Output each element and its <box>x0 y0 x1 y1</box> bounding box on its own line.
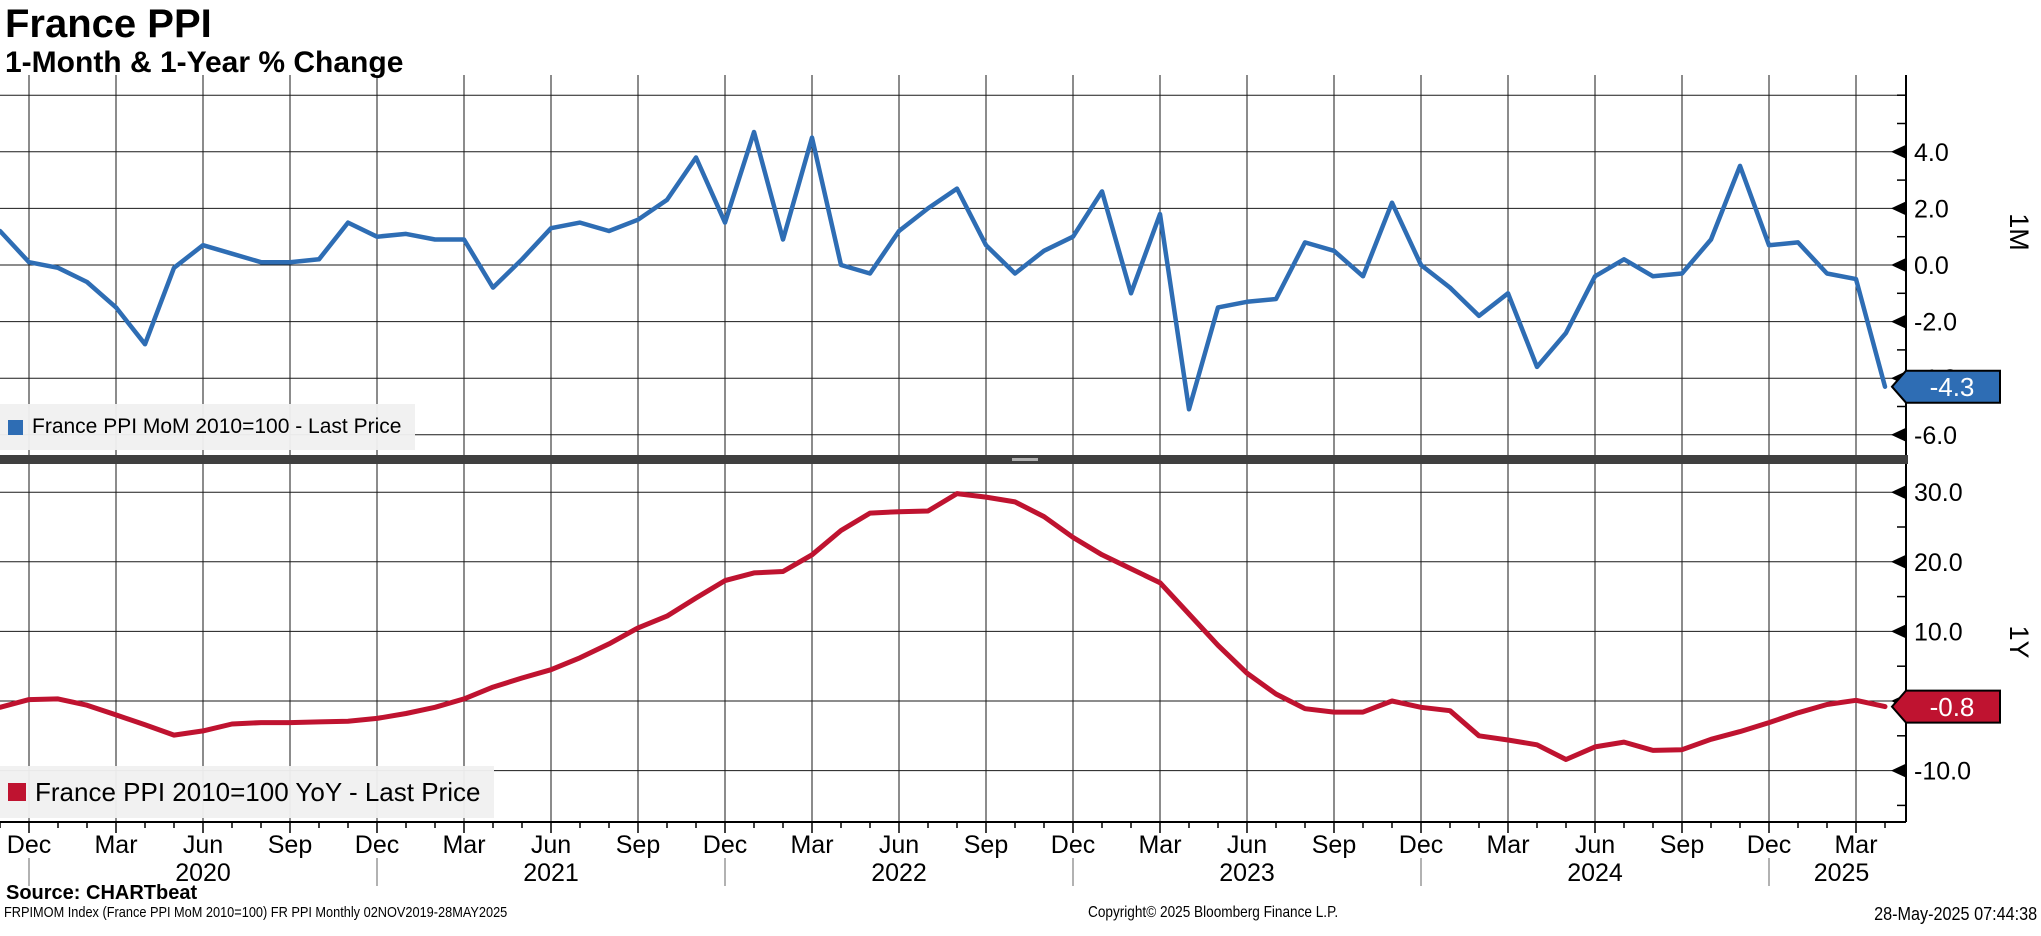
y-axis-tick-label: 4.0 <box>1914 139 1949 167</box>
y-axis-tick-arrow-icon <box>1891 144 1906 159</box>
timestamp: 28-May-2025 07:44:38 <box>1873 904 2037 924</box>
x-axis-month-label: Mar <box>1486 831 1529 859</box>
yoy-series-line <box>0 491 1888 762</box>
x-axis-month-label: Mar <box>442 831 485 859</box>
x-axis-month-label: Jun <box>879 831 919 859</box>
yoy-last-price-badge: -0.8 <box>1890 689 2001 724</box>
x-axis-month-label: Dec <box>1051 831 1095 859</box>
yoy-badge-value: -0.8 <box>1930 692 1975 722</box>
axis-name-1m: 1M <box>2004 213 2034 251</box>
mom-last-price-badge: -4.3 <box>1890 369 2001 404</box>
y-axis-tick-arrow-icon <box>1891 763 1906 778</box>
x-axis-month-label: Dec <box>355 831 399 859</box>
yoy-legend-swatch-icon <box>8 783 26 801</box>
x-axis-month-label: Mar <box>94 831 137 859</box>
source-label: Source: CHARTbeat <box>6 882 198 904</box>
x-axis-month-label: Mar <box>1138 831 1181 859</box>
y-axis-tick-label: 10.0 <box>1914 618 1963 646</box>
x-axis-month-label: Dec <box>1399 831 1443 859</box>
y-axis-tick-arrow-icon <box>1891 427 1906 442</box>
y-axis-tick-label: -2.0 <box>1914 309 1957 337</box>
x-axis-month-label: Jun <box>1227 831 1267 859</box>
mom-badge-value: -4.3 <box>1930 372 1975 402</box>
yoy-badge-shape <box>1890 689 2001 724</box>
chart-subtitle: 1-Month & 1-Year % Change <box>5 46 404 79</box>
x-axis-year-label: 2025 <box>1814 859 1870 887</box>
legend-mom[interactable]: France PPI MoM 2010=100 - Last Price <box>0 404 416 450</box>
x-axis-month-label: Dec <box>703 831 747 859</box>
x-axis-year-label: 2024 <box>1567 859 1623 887</box>
x-axis-month-label: Mar <box>790 831 833 859</box>
panel-divider[interactable] <box>0 455 1908 464</box>
x-axis-month-label: Jun <box>531 831 571 859</box>
x-axis-month-label: Jun <box>1575 831 1615 859</box>
y-axis-tick-arrow-icon <box>1891 258 1906 272</box>
x-axis-year-label: 2022 <box>871 859 927 887</box>
panel-divider-grip[interactable] <box>1012 458 1038 461</box>
y-axis-tick-arrow-icon <box>1891 554 1906 569</box>
y-axis-tick-label: 0.0 <box>1914 252 1949 280</box>
mom-badge-shape <box>1890 369 2001 404</box>
y-axis-tick-label: 20.0 <box>1914 549 1963 577</box>
x-axis-year-label: 2021 <box>523 859 579 887</box>
legend-yoy[interactable]: France PPI 2010=100 YoY - Last Price <box>0 766 495 818</box>
yoy-legend-label: France PPI 2010=100 YoY - Last Price <box>35 776 481 807</box>
x-axis-year-label: 2023 <box>1219 859 1275 887</box>
axis-name-1y: 1Y <box>2004 625 2034 659</box>
y-axis-tick-label: 2.0 <box>1914 195 1949 223</box>
y-axis-tick-label: -6.0 <box>1914 422 1957 450</box>
x-axis-year-label: 2020 <box>175 859 231 887</box>
y-axis-tick-arrow-icon <box>1891 485 1906 500</box>
x-axis-month-label: Dec <box>7 831 51 859</box>
chart-title: France PPI <box>5 2 212 46</box>
copyright-notice: Copyright© 2025 Bloomberg Finance L.P. <box>1088 904 1339 921</box>
mom-series-line <box>0 129 1888 412</box>
y-axis-tick-label: -10.0 <box>1914 758 1971 786</box>
x-axis-month-label: Sep <box>1660 831 1704 859</box>
ticker-description: FRPIMOM Index (France PPI MoM 2010=100) … <box>4 904 508 921</box>
x-axis-month-label: Sep <box>616 831 660 859</box>
mom-legend-swatch-icon <box>8 419 23 435</box>
y-axis-tick-arrow-icon <box>1891 314 1906 329</box>
x-axis-month-label: Dec <box>1747 831 1791 859</box>
y-axis-tick-label: 30.0 <box>1914 479 1963 507</box>
x-axis-month-label: Mar <box>1834 831 1877 859</box>
x-axis-month-label: Sep <box>1312 831 1356 859</box>
x-axis-month-label: Sep <box>964 831 1008 859</box>
mom-legend-label: France PPI MoM 2010=100 - Last Price <box>32 415 402 438</box>
x-axis-month-label: Sep <box>268 831 312 859</box>
y-axis-tick-arrow-icon <box>1891 201 1906 216</box>
x-axis-month-label: Jun <box>183 831 223 859</box>
y-axis-tick-arrow-icon <box>1891 624 1906 639</box>
